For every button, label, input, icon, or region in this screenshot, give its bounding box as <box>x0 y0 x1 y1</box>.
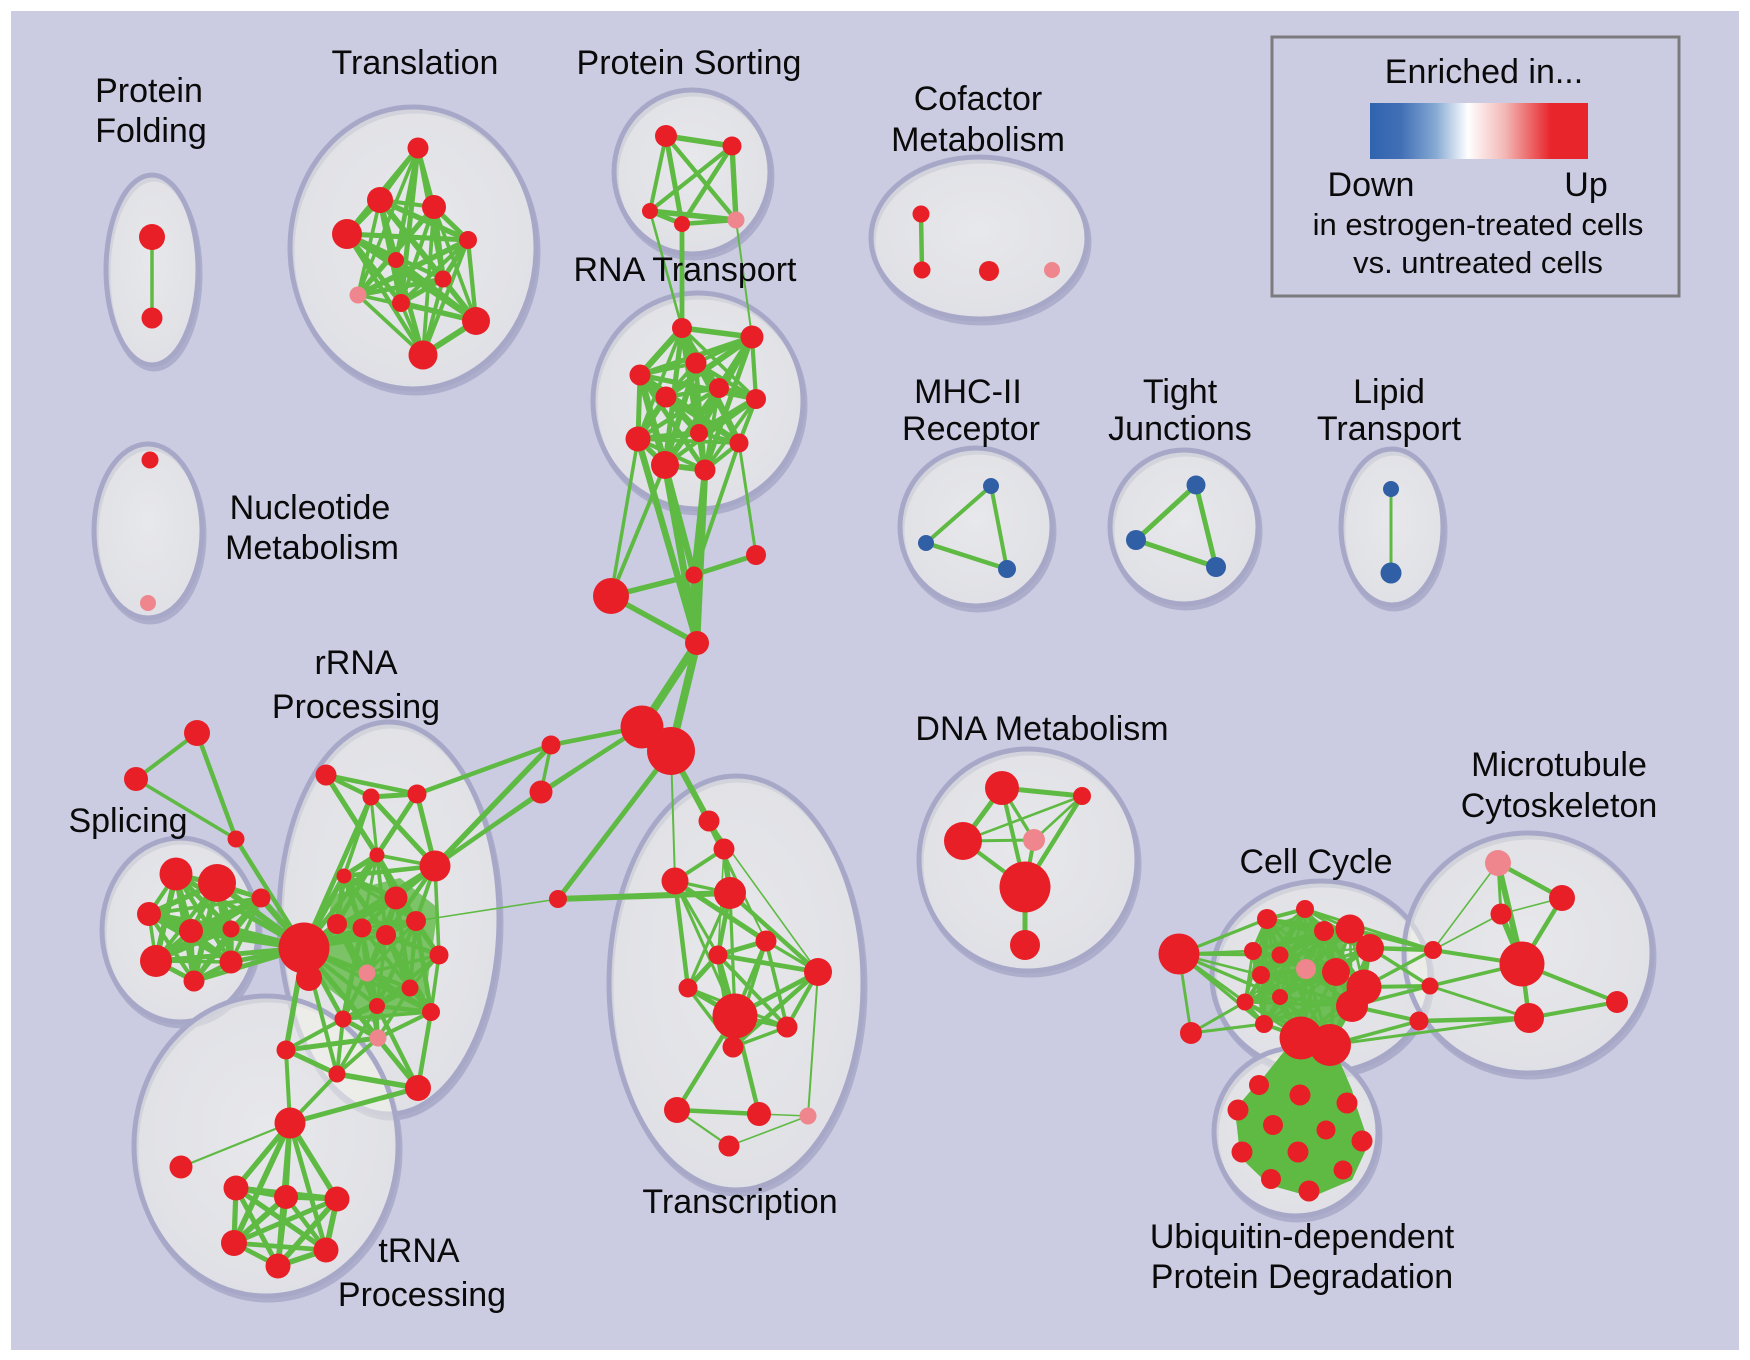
svg-text:Junctions: Junctions <box>1108 410 1252 448</box>
svg-text:Metabolism: Metabolism <box>891 121 1065 159</box>
svg-text:Processing: Processing <box>272 688 440 726</box>
svg-text:RNA Transport: RNA Transport <box>574 251 798 289</box>
svg-text:Protein Sorting: Protein Sorting <box>577 44 802 82</box>
svg-text:Cofactor: Cofactor <box>914 80 1043 118</box>
svg-text:Tight: Tight <box>1143 373 1218 411</box>
svg-text:vs. untreated cells: vs. untreated cells <box>1353 245 1603 280</box>
svg-text:Nucleotide: Nucleotide <box>230 489 391 527</box>
svg-text:Receptor: Receptor <box>902 410 1040 448</box>
svg-text:Cytoskeleton: Cytoskeleton <box>1461 787 1658 825</box>
svg-text:tRNA: tRNA <box>378 1232 460 1270</box>
svg-text:Protein Degradation: Protein Degradation <box>1151 1258 1453 1296</box>
svg-text:Cell Cycle: Cell Cycle <box>1239 843 1392 881</box>
svg-text:Ubiquitin-dependent: Ubiquitin-dependent <box>1150 1218 1455 1256</box>
svg-text:MHC-II: MHC-II <box>914 373 1022 411</box>
svg-text:Transport: Transport <box>1317 410 1462 448</box>
svg-text:Enriched in...: Enriched in... <box>1385 53 1583 91</box>
svg-text:rRNA: rRNA <box>314 644 397 682</box>
svg-text:in estrogen-treated cells: in estrogen-treated cells <box>1313 207 1644 242</box>
svg-text:Processing: Processing <box>338 1276 506 1314</box>
svg-text:Metabolism: Metabolism <box>225 529 399 567</box>
svg-text:Lipid: Lipid <box>1353 373 1425 411</box>
svg-text:DNA Metabolism: DNA Metabolism <box>915 710 1168 748</box>
svg-text:Protein: Protein <box>95 72 203 110</box>
svg-text:Splicing: Splicing <box>68 802 187 840</box>
svg-text:Translation: Translation <box>332 44 499 82</box>
svg-text:Folding: Folding <box>95 112 207 150</box>
svg-text:Up: Up <box>1564 166 1607 204</box>
svg-text:Microtubule: Microtubule <box>1471 746 1647 784</box>
svg-text:Transcription: Transcription <box>642 1183 837 1221</box>
svg-text:Down: Down <box>1328 166 1415 204</box>
